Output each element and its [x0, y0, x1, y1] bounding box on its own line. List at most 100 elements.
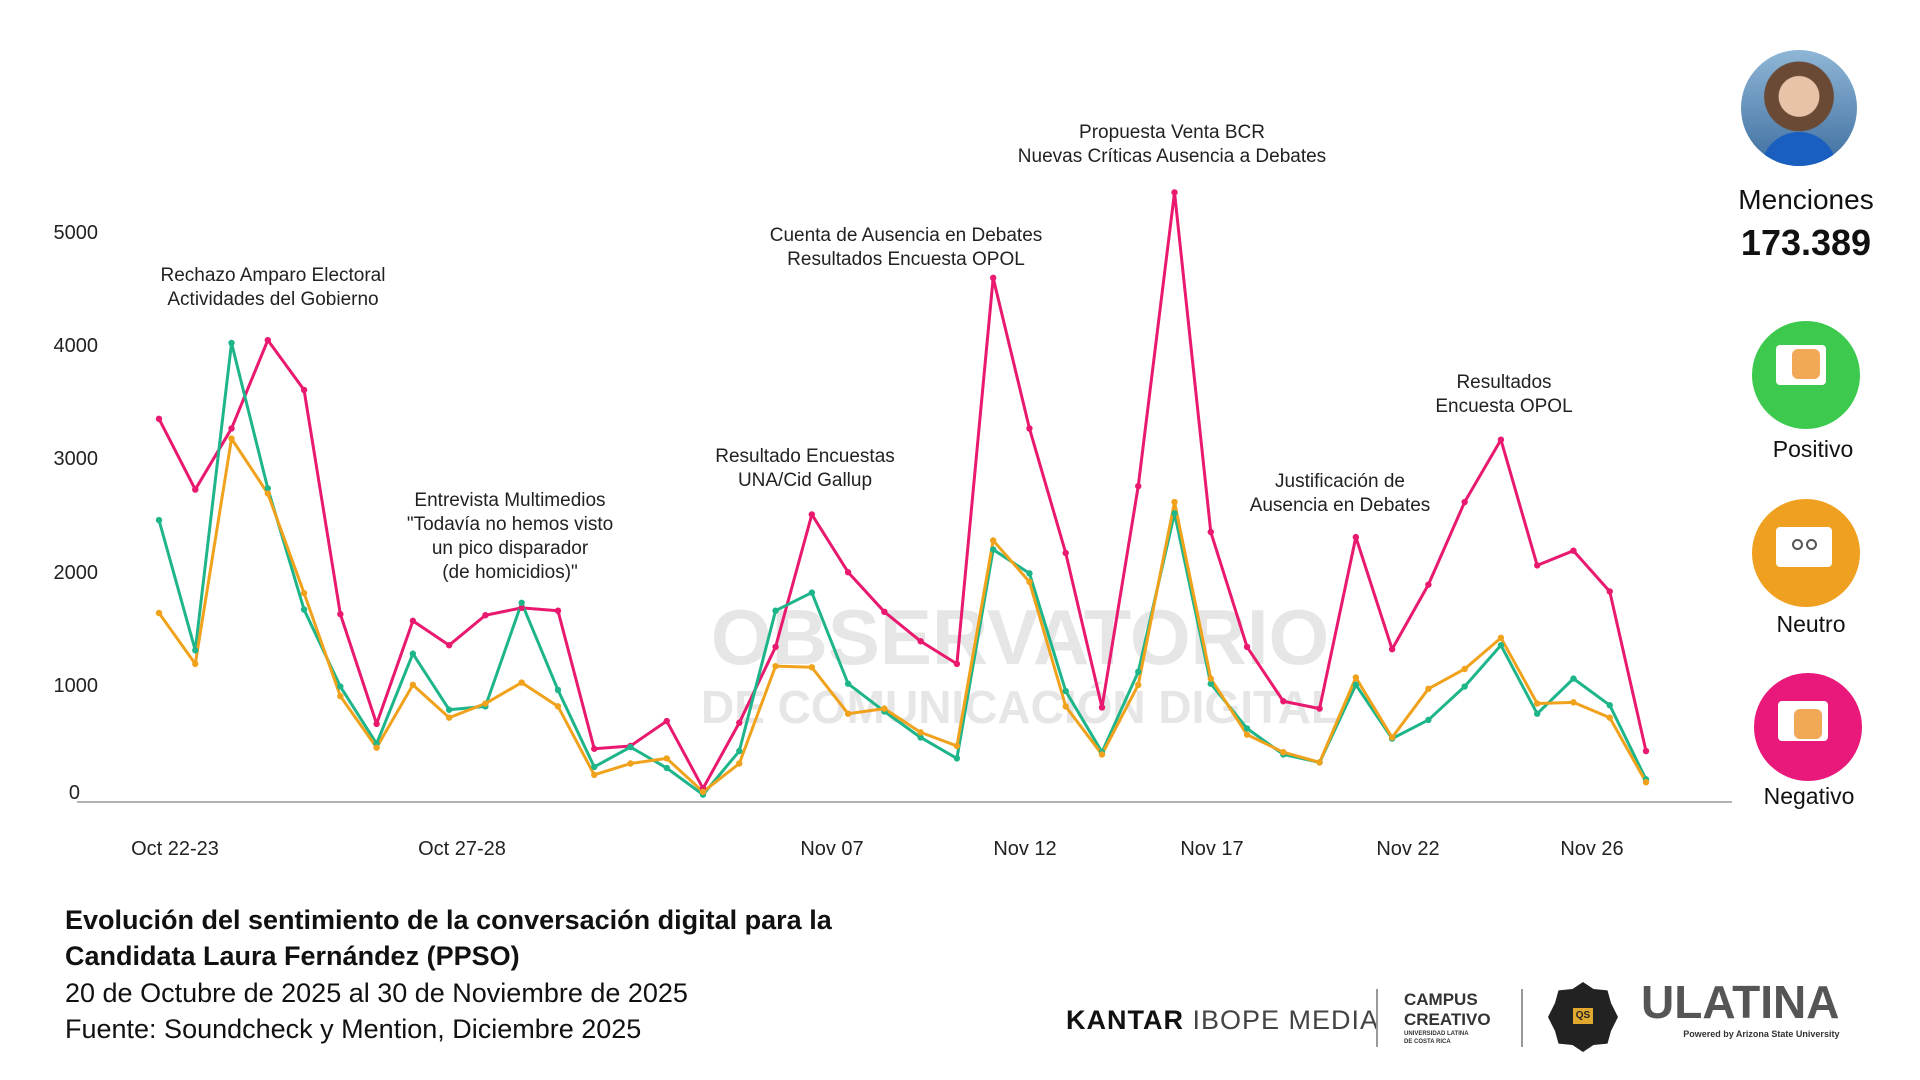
- data-point-positivo: [518, 599, 525, 606]
- data-point-neutro: [1243, 731, 1251, 738]
- data-point-negativo: [300, 386, 308, 394]
- data-point-neutro: [808, 664, 816, 671]
- data-point-positivo: [300, 606, 308, 613]
- data-point-positivo: [1207, 680, 1214, 687]
- data-point-negativo: [1062, 549, 1069, 557]
- data-point-neutro: [881, 705, 888, 712]
- annotation-line: Cuenta de Ausencia en Debates: [769, 225, 1043, 246]
- data-point-neutro: [1570, 699, 1577, 706]
- annotation-line: Encuesta OPOL: [1435, 396, 1573, 417]
- data-point-neutro: [772, 662, 779, 670]
- annotation-line: Propuesta Venta BCR: [1079, 122, 1265, 143]
- chart-annotation: Propuesta Venta BCR Nuevas Críticas Ausen…: [1018, 121, 1326, 169]
- annotation-line: Nuevas Críticas Ausencia a Debates: [1017, 146, 1327, 167]
- data-point-neutro: [989, 537, 997, 544]
- data-point-negativo: [192, 486, 199, 493]
- x-tick-label: Nov 17: [1180, 838, 1244, 860]
- annotation-line: Resultados Encuesta OPOL: [787, 249, 1025, 270]
- data-point-neutro: [1171, 498, 1178, 506]
- data-point-neutro: [663, 755, 670, 762]
- data-point-negativo: [1098, 704, 1106, 711]
- data-point-neutro: [699, 788, 707, 796]
- watermark: OBSERVATORIO: [710, 593, 1330, 681]
- data-point-positivo: [1135, 668, 1142, 676]
- thumbs-up-icon: [1752, 321, 1860, 429]
- data-point-negativo: [264, 336, 272, 344]
- data-point-positivo: [772, 607, 779, 614]
- data-point-negativo: [518, 604, 525, 612]
- chart-annotation: Rechazo Amparo Electoral Actividades del …: [161, 264, 386, 312]
- data-point-positivo: [591, 763, 598, 771]
- data-point-neutro: [917, 729, 924, 736]
- x-tick-label: Oct 27-28: [418, 838, 506, 860]
- x-tick-label: Nov 12: [993, 838, 1057, 860]
- annotation-line: Justificación de: [1275, 471, 1405, 492]
- data-point-negativo: [989, 274, 997, 282]
- data-point-neutro: [1098, 751, 1106, 758]
- ulatina-logo: ULATINA Powered by Arizona State Univers…: [1641, 976, 1840, 1039]
- divider: [1376, 989, 1378, 1047]
- data-point-neutro: [337, 692, 344, 700]
- data-point-neutro: [264, 490, 272, 497]
- qs-badge-logo: QS: [1548, 982, 1618, 1052]
- neutral-label: Neutro: [1776, 611, 1846, 637]
- data-point-positivo: [409, 650, 417, 657]
- data-point-neutro: [953, 742, 961, 750]
- data-point-positivo: [445, 706, 453, 713]
- y-tick-label: 4000: [53, 335, 99, 358]
- data-point-negativo: [155, 415, 163, 423]
- data-point-negativo: [1461, 498, 1468, 506]
- annotation-line: Entrevista Multimedios: [414, 490, 606, 511]
- data-point-neutro: [1280, 748, 1287, 756]
- data-point-positivo: [953, 755, 961, 762]
- data-point-negativo: [1497, 436, 1505, 443]
- data-point-positivo: [1570, 675, 1577, 682]
- data-point-positivo: [155, 516, 163, 524]
- chart-source: Fuente: Soundcheck y Mention, Diciembre …: [65, 1014, 642, 1044]
- data-point-positivo: [917, 734, 924, 741]
- data-point-positivo: [1026, 570, 1033, 577]
- chart-annotation: Resultado Encuestas UNA/Cid Gallup: [715, 445, 895, 493]
- divider: [1521, 989, 1523, 1047]
- campus-creativo-logo: CAMPUS CREATIVO UNIVERSIDAD LATINA DE COS…: [1404, 990, 1491, 1045]
- data-point-neutro: [627, 760, 634, 767]
- data-point-positivo: [1606, 702, 1613, 709]
- data-point-positivo: [844, 680, 852, 687]
- data-point-negativo: [808, 511, 816, 518]
- data-point-negativo: [337, 610, 344, 618]
- x-tick-label: Nov 26: [1560, 838, 1624, 860]
- data-point-positivo: [989, 546, 997, 553]
- data-point-negativo: [953, 660, 961, 668]
- y-tick-label: 5000: [53, 222, 99, 244]
- annotation-line: (de homicidios)": [442, 562, 578, 583]
- data-point-neutro: [1642, 778, 1650, 786]
- thumbs-down-icon: [1754, 673, 1862, 781]
- data-point-neutro: [228, 435, 235, 442]
- chart-annotation: Resultados Encuesta OPOL: [1435, 371, 1572, 419]
- annotation-line: Resultados: [1456, 372, 1552, 393]
- data-point-positivo: [808, 589, 816, 596]
- annotation-line: Rechazo Amparo Electoral: [160, 265, 386, 286]
- data-point-negativo: [445, 642, 453, 649]
- data-point-negativo: [591, 745, 598, 752]
- negative-label: Negativo: [1763, 783, 1855, 809]
- data-point-neutro: [1062, 703, 1069, 710]
- data-point-positivo: [554, 686, 562, 694]
- data-point-neutro: [1352, 674, 1360, 681]
- chart-annotation: Entrevista Multimedios "Todavía no hemos …: [407, 489, 613, 585]
- chart-annotation: Cuenta de Ausencia en Debates Resultados …: [770, 224, 1043, 272]
- data-point-negativo: [482, 612, 489, 619]
- chart-annotation: Justificación de Ausencia en Debates: [1250, 470, 1431, 518]
- data-point-neutro: [155, 609, 163, 617]
- x-tick-label: Nov 07: [800, 838, 864, 860]
- mentions-value: 173.389: [1740, 222, 1872, 263]
- data-point-negativo: [1570, 547, 1577, 554]
- data-point-negativo: [554, 607, 562, 614]
- data-point-negativo: [844, 569, 852, 576]
- data-point-negativo: [1280, 698, 1287, 705]
- data-point-negativo: [1207, 528, 1214, 536]
- neutral-face-icon: [1752, 499, 1860, 607]
- data-point-positivo: [627, 743, 634, 751]
- data-point-positivo: [228, 339, 235, 347]
- data-point-negativo: [1352, 533, 1360, 541]
